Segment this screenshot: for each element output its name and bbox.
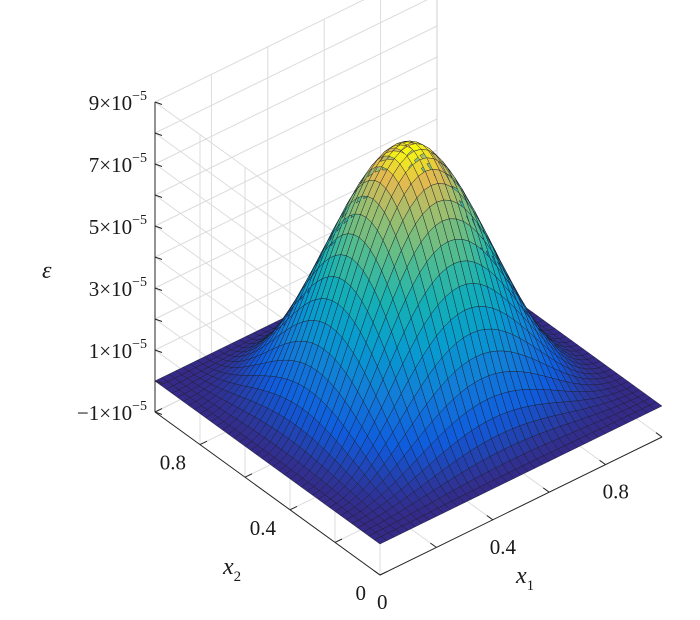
z-tick — [154, 101, 163, 105]
x2-tick — [379, 571, 388, 576]
z-tick-label: 3×10−5 — [89, 275, 147, 301]
z-tick-label: 5×10−5 — [89, 213, 147, 239]
x2-tick — [244, 473, 253, 478]
x1-tick — [599, 459, 606, 466]
x2-tick-label: 0.8 — [160, 451, 186, 475]
x2-axis-label: x2 — [222, 554, 241, 585]
z-tick-label: −1×10−5 — [77, 399, 147, 425]
z-tick — [154, 380, 163, 384]
grid-line — [154, 118, 438, 258]
grid-line — [154, 87, 438, 227]
z-tick — [154, 318, 163, 322]
x2-tick — [289, 505, 298, 511]
axes: 0 0.4 0.8 0 0.4 0.8 −1×10−5 1×10−5 3×10−5 5×10−5 7… — [77, 89, 663, 614]
x1-tick-label: 0 — [377, 590, 388, 614]
z-tick — [154, 411, 163, 415]
x2-tick — [199, 440, 208, 446]
x1-tick-label: 0.4 — [490, 535, 517, 559]
grid-line — [154, 56, 438, 196]
x2-tick — [154, 408, 163, 413]
x2-axis-line — [154, 411, 381, 576]
x1-tick — [542, 487, 550, 493]
z-tick — [154, 256, 163, 260]
x1-axis-label: x1 — [515, 563, 534, 594]
z-tick — [154, 194, 163, 198]
z-tick — [154, 132, 163, 136]
z-tick — [154, 225, 163, 229]
z-tick-label: 7×10−5 — [89, 151, 147, 177]
x1-axis-line — [379, 436, 663, 576]
x2-tick-label: 0.4 — [250, 516, 277, 540]
x1-tick-label: 0.8 — [603, 480, 629, 504]
grid-line — [154, 25, 438, 165]
axis-labels: ε x1 x2 — [42, 258, 534, 594]
z-tick — [154, 287, 163, 291]
surface-patch — [648, 401, 663, 410]
x2-tick — [334, 538, 343, 543]
surface-plot — [154, 140, 663, 545]
x2-tick-label: 0 — [356, 581, 367, 605]
x1-tick — [373, 570, 381, 576]
z-axis-label: ε — [42, 258, 52, 284]
z-tick — [154, 163, 163, 167]
grid-line — [154, 0, 365, 103]
z-tick-label: 9×10−5 — [89, 89, 147, 115]
z-tick — [154, 349, 163, 353]
x1-tick — [430, 542, 437, 548]
x1-tick — [486, 515, 494, 521]
z-tick-label: 1×10−5 — [89, 337, 147, 363]
grid-line — [154, 0, 428, 134]
x1-tick — [655, 432, 663, 438]
